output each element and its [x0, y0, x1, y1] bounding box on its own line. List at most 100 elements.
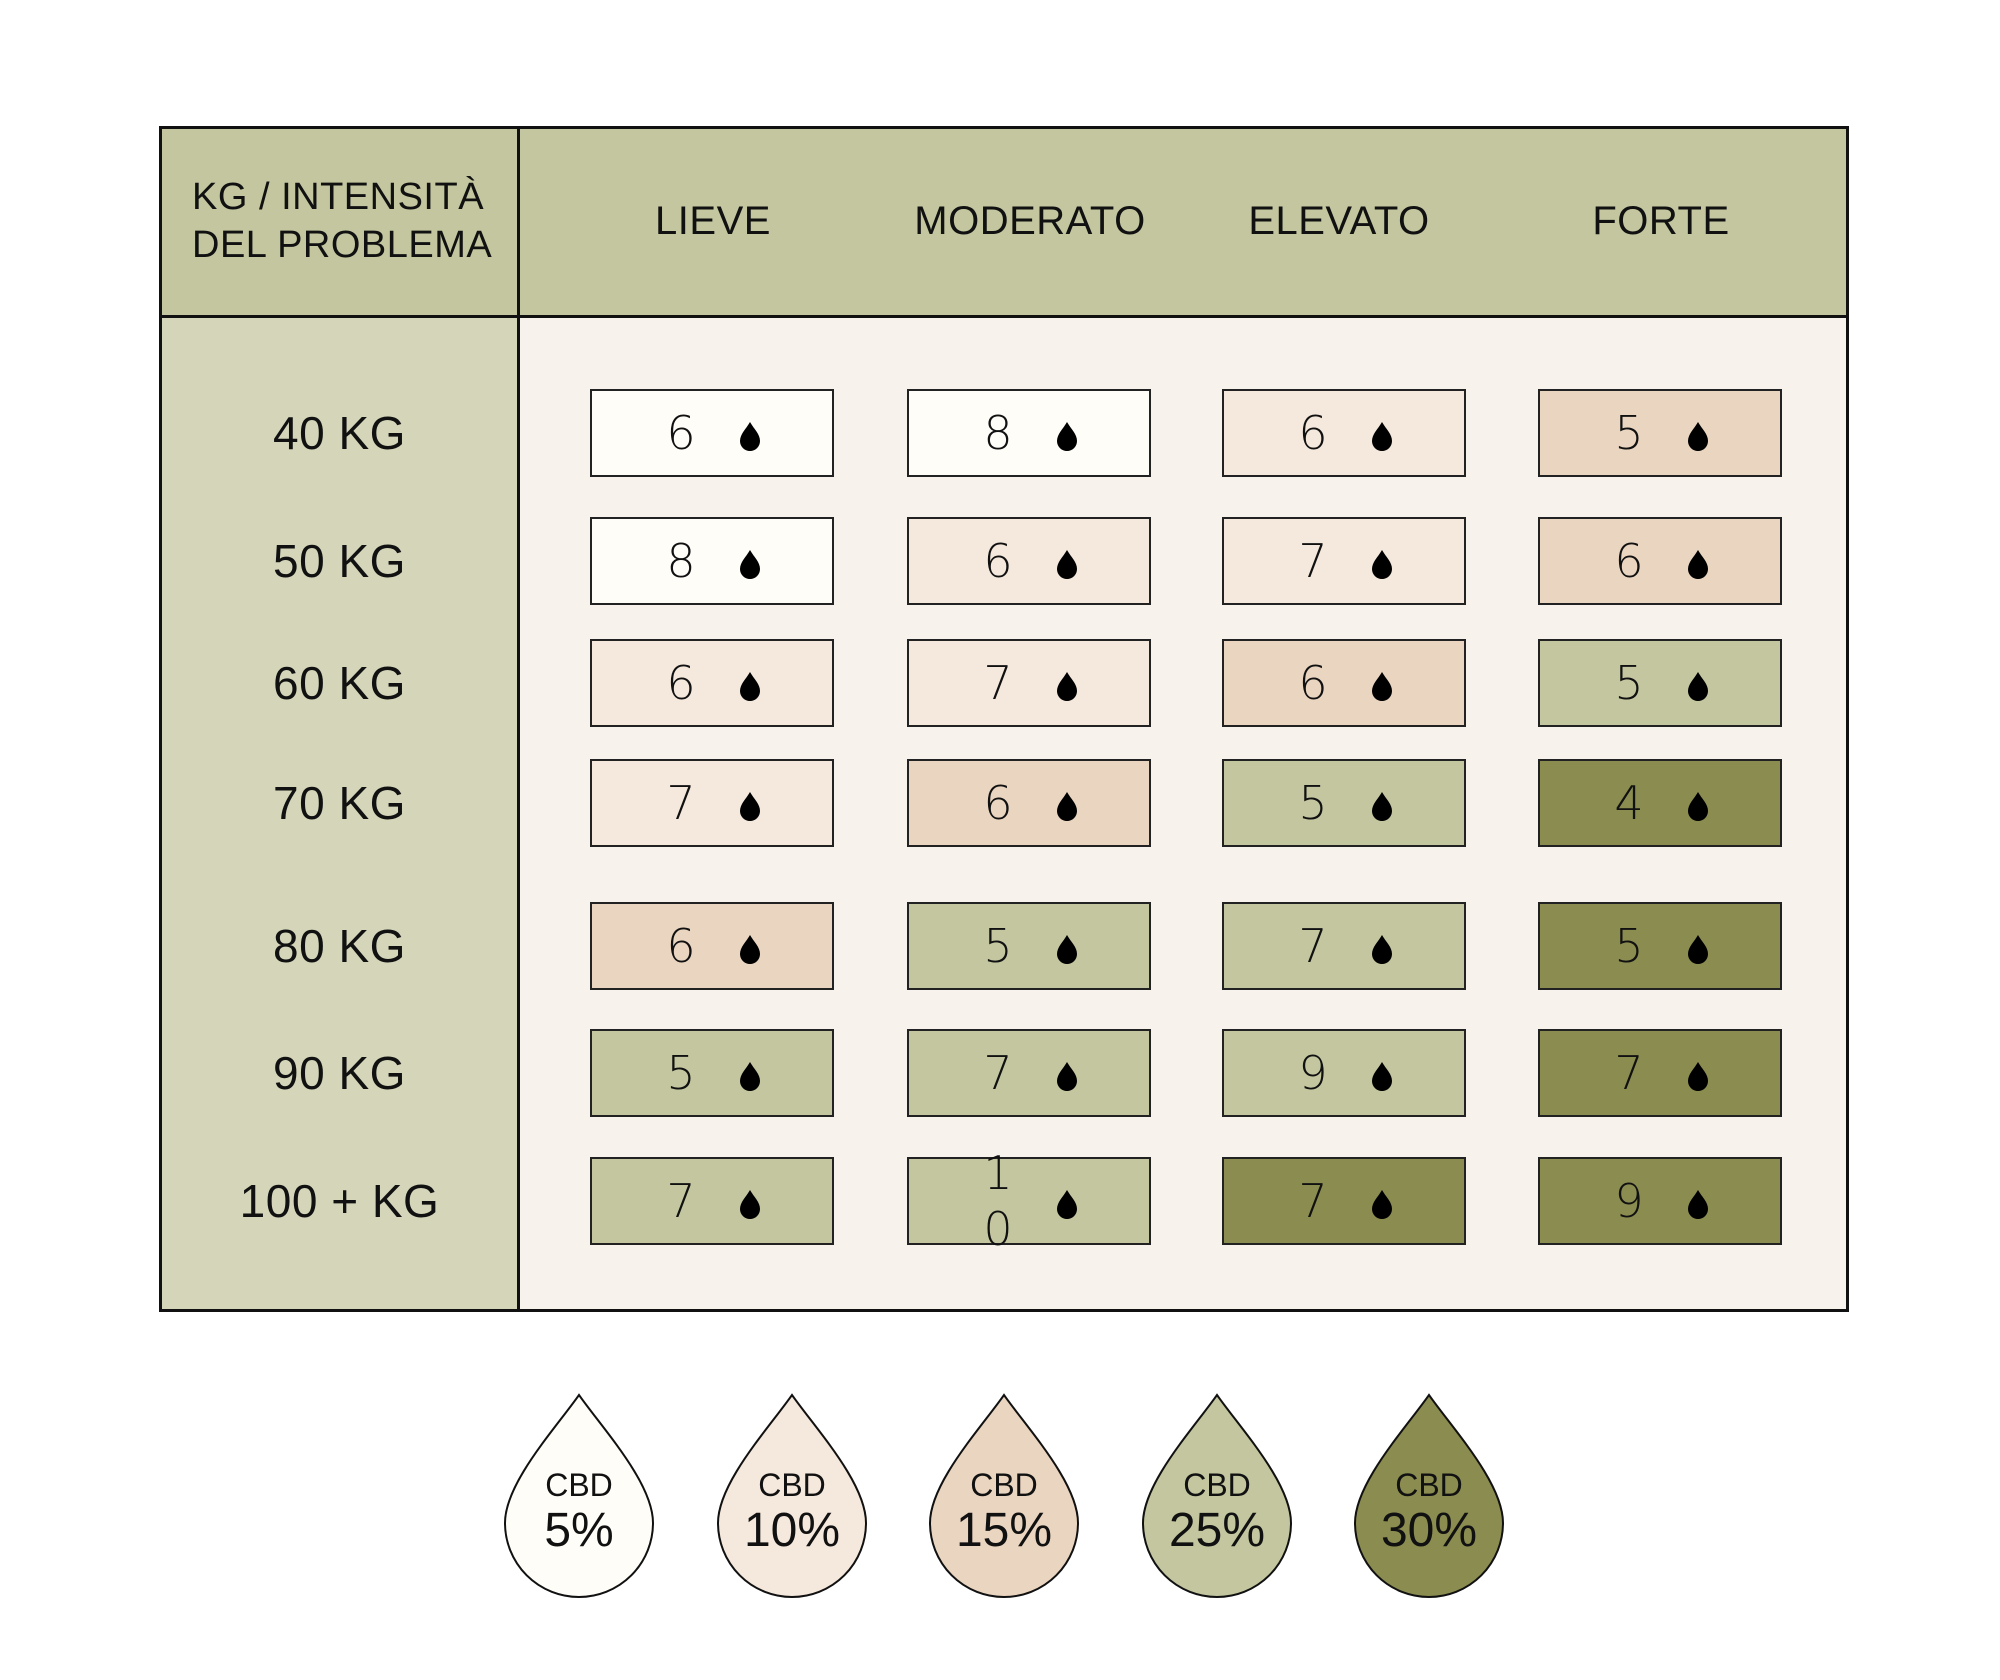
row-label: 100 + KG: [239, 1175, 440, 1227]
drop-icon: [1686, 1189, 1710, 1219]
drop-icon: [738, 1189, 762, 1219]
column-header-forte: FORTE: [1592, 199, 1730, 243]
drop-icon: [1686, 791, 1710, 821]
dosage-cell: 6: [1538, 517, 1782, 605]
drop-count: 6: [666, 919, 696, 973]
drop-count: 5: [1614, 406, 1644, 460]
drop-icon: [738, 549, 762, 579]
dosage-cell: 6: [590, 902, 834, 990]
legend-percent: 25%: [1168, 1504, 1266, 1557]
drop-icon: [1686, 1061, 1710, 1091]
drop-icon: [1686, 549, 1710, 579]
dosage-cell: 7: [907, 1029, 1151, 1117]
drop-icon: [738, 671, 762, 701]
dosage-cell: 6: [1222, 389, 1466, 477]
drop-count: 7: [1298, 919, 1328, 973]
drop-icon: [738, 934, 762, 964]
drop-count: 9: [1298, 1046, 1328, 1100]
legend-percent: 10%: [743, 1504, 841, 1557]
drop-count: 7: [1298, 534, 1328, 588]
legend-label: CBD: [758, 1467, 826, 1503]
drop-icon: [1370, 934, 1394, 964]
dosage-cell: 8: [590, 517, 834, 605]
corner-line-1: KG / INTENSITÀ: [192, 176, 485, 218]
drop-icon: [1055, 549, 1079, 579]
legend-percent: 5%: [544, 1504, 614, 1557]
drop-count: 6: [666, 656, 696, 710]
legend-drop-cbd-30: CBD 30%: [1353, 1393, 1505, 1599]
dosage-cell: 5: [907, 902, 1151, 990]
drop-icon: [928, 1393, 1080, 1598]
drop-count: 5: [666, 1046, 696, 1100]
drop-icon: [1686, 671, 1710, 701]
drop-count: 6: [1614, 534, 1644, 588]
dosage-cell: 4: [1538, 759, 1782, 847]
column-header-elevato: ELEVATO: [1248, 199, 1430, 243]
drop-count: 7: [1614, 1046, 1644, 1100]
dosage-cell: 5: [1538, 389, 1782, 477]
drop-icon: [1370, 671, 1394, 701]
dosage-table: KG / INTENSITÀ DEL PROBLEMA LIEVE MODERA…: [159, 126, 1849, 1312]
column-header-moderato: MODERATO: [914, 199, 1146, 243]
dosage-cell: 5: [1222, 759, 1466, 847]
drop-count: 5: [1614, 656, 1644, 710]
drop-count: 6: [1298, 406, 1328, 460]
drop-icon: [1055, 791, 1079, 821]
drop-count: 7: [1298, 1174, 1328, 1228]
legend-percent: 15%: [955, 1504, 1053, 1557]
drop-icon: [738, 791, 762, 821]
drop-count: 8: [666, 534, 696, 588]
drop-count: 6: [983, 534, 1013, 588]
dosage-cell: 7: [1222, 517, 1466, 605]
dosage-cell: 9: [1222, 1029, 1466, 1117]
row-label: 50 KG: [273, 535, 406, 587]
drop-count: 7: [666, 776, 696, 830]
dosage-cell: 6: [590, 389, 834, 477]
dosage-cell: 7: [907, 639, 1151, 727]
legend-label: CBD: [1395, 1467, 1463, 1503]
drop-count: 8: [983, 406, 1013, 460]
dosage-cell: 5: [1538, 639, 1782, 727]
drop-icon: [1686, 934, 1710, 964]
column-divider: [517, 129, 520, 1309]
drop-icon: [503, 1393, 655, 1598]
row-label: 60 KG: [273, 657, 406, 709]
drop-icon: [1055, 1061, 1079, 1091]
row-label: 70 KG: [273, 777, 406, 829]
dosage-cell: 9: [1538, 1157, 1782, 1245]
drop-icon: [1055, 1189, 1079, 1219]
drop-count: 4: [1614, 776, 1644, 830]
drop-count: 6: [666, 406, 696, 460]
row-label-column: [162, 318, 517, 1309]
row-label: 80 KG: [273, 920, 406, 972]
drop-count: 6: [983, 776, 1013, 830]
drop-icon: [1055, 671, 1079, 701]
dosage-cell: 6: [1222, 639, 1466, 727]
corner-header: KG / INTENSITÀ DEL PROBLEMA: [192, 173, 492, 269]
legend-drop-cbd-15: CBD 15%: [928, 1393, 1080, 1599]
drop-count: 7: [666, 1174, 696, 1228]
drop-count: 7: [983, 1046, 1013, 1100]
dosage-cell: 6: [907, 759, 1151, 847]
drop-icon: [738, 1061, 762, 1091]
drop-count: 6: [1298, 656, 1328, 710]
dosage-cell: 7: [1222, 902, 1466, 990]
drop-count: 5: [1298, 776, 1328, 830]
table-header: KG / INTENSITÀ DEL PROBLEMA LIEVE MODERA…: [162, 129, 1846, 318]
column-header-lieve: LIEVE: [655, 199, 771, 243]
drop-icon: [1686, 421, 1710, 451]
dosage-cell: 5: [590, 1029, 834, 1117]
drop-count: 5: [983, 919, 1013, 973]
dosage-cell: 6: [590, 639, 834, 727]
legend-label: CBD: [970, 1467, 1038, 1503]
drop-icon: [1370, 1061, 1394, 1091]
row-label: 90 KG: [273, 1047, 406, 1099]
legend-label: CBD: [545, 1467, 613, 1503]
legend-drop-cbd-10: CBD 10%: [716, 1393, 868, 1599]
dosage-cell: 8: [907, 389, 1151, 477]
drop-count: 7: [983, 656, 1013, 710]
drop-icon: [1055, 934, 1079, 964]
drop-count: 9: [1614, 1174, 1644, 1228]
dosage-cell: 7: [1222, 1157, 1466, 1245]
dosage-cell: 7: [590, 1157, 834, 1245]
